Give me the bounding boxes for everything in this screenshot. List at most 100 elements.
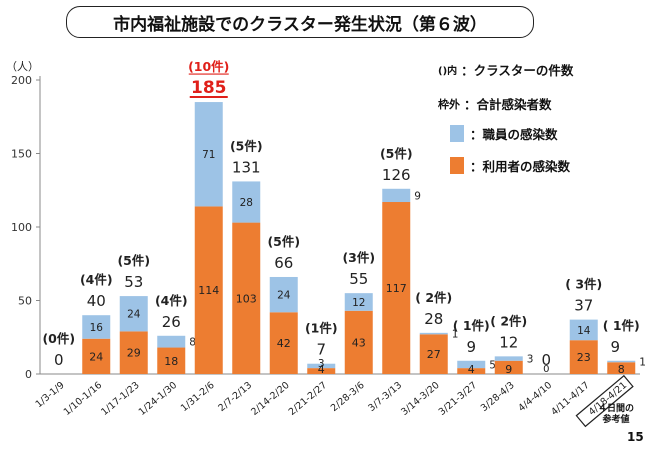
legend-staff-swatch xyxy=(450,125,464,142)
data-label-user: 42 xyxy=(277,337,291,350)
y-tick-label: 150 xyxy=(11,148,32,161)
data-label-user: 4 xyxy=(468,363,475,376)
data-label-staff: 3 xyxy=(318,358,325,370)
bar-segment-user xyxy=(82,338,111,374)
bar-segment-user xyxy=(194,206,223,374)
data-label-user: 0 xyxy=(543,364,549,375)
bar-segment-staff xyxy=(569,319,598,341)
data-label-user: 29 xyxy=(127,347,141,360)
data-label-staff: 3 xyxy=(527,354,534,366)
bar-segment-staff xyxy=(457,360,486,369)
data-label-staff: 1 xyxy=(452,329,459,341)
bar-segment-user xyxy=(344,310,373,374)
bar-segment-staff xyxy=(382,188,411,203)
data-label-user: 117 xyxy=(386,282,407,295)
total-label: 37 xyxy=(574,297,593,315)
x-tick-label: 1/24-1/30 xyxy=(137,380,179,418)
cluster-count-label: (5件) xyxy=(230,138,263,153)
note-line-1: ４日間の xyxy=(598,404,635,414)
page-number: 15 xyxy=(627,430,644,444)
cluster-count-label: (5件) xyxy=(117,253,150,268)
bar-segment-user xyxy=(382,202,411,374)
partial-week-note: ４日間の 参考値 xyxy=(598,404,634,426)
total-label: 55 xyxy=(349,270,368,288)
data-label-user: 4 xyxy=(318,363,325,376)
y-tick-label: 100 xyxy=(11,221,32,234)
legend-user-swatch xyxy=(450,157,464,174)
bar-segment-user xyxy=(269,312,298,374)
cluster-count-label: ( 2件) xyxy=(490,313,527,328)
bar-segment-user xyxy=(119,331,148,374)
x-tick-label: 3/28-4/3 xyxy=(479,380,517,414)
bar-segment-staff xyxy=(232,181,261,223)
x-tick-label: 4/11-4/17 xyxy=(549,380,591,418)
legend-cluster-key: ()内 xyxy=(438,66,458,77)
bar-segment-staff xyxy=(307,363,336,369)
total-label: 26 xyxy=(162,313,181,331)
cluster-count-label: (1件) xyxy=(305,321,338,336)
data-label-staff: 24 xyxy=(277,290,291,302)
cluster-count-label: ( 1件) xyxy=(453,318,490,333)
x-tick-label: 1/3-1/9 xyxy=(34,380,67,410)
x-tick-label: 2/28-3/6 xyxy=(329,380,367,414)
bar-segment-staff xyxy=(494,356,523,361)
legend-staff-text: ：職員の感染数 xyxy=(470,127,558,142)
y-tick-label: 200 xyxy=(11,74,32,87)
chart-title: 市内福祉施設でのクラスター発生状況（第６波） xyxy=(66,6,534,38)
x-tick-label: 1/17-1/23 xyxy=(99,380,141,418)
cluster-count-label: (5件) xyxy=(267,234,300,249)
legend-total-text: ：合計感染者数 xyxy=(464,97,552,112)
bar-segment-staff xyxy=(269,276,298,313)
x-tick-label: 1/31-2/6 xyxy=(179,380,217,414)
cluster-count-label: (4件) xyxy=(80,272,113,287)
cluster-count-label: ( 1件) xyxy=(603,318,640,333)
bar-segment-user xyxy=(457,368,486,374)
data-label-user: 43 xyxy=(352,336,366,349)
cluster-count-label: (10件) xyxy=(188,59,229,74)
y-tick-label: 0 xyxy=(25,368,32,381)
total-label: 66 xyxy=(274,254,293,272)
total-label: 9 xyxy=(466,338,476,356)
total-label: 28 xyxy=(424,310,443,328)
total-label: 126 xyxy=(382,166,411,184)
bar-segment-user xyxy=(307,368,336,374)
data-label-staff: 5 xyxy=(489,359,496,371)
bar-segment-staff xyxy=(419,332,448,335)
bar-segment-user xyxy=(494,360,523,374)
data-label-user: 27 xyxy=(427,348,441,361)
x-tick-label: 3/21-3/27 xyxy=(437,380,479,418)
x-tick-label: 2/14-2/20 xyxy=(249,380,291,418)
data-label-user: 23 xyxy=(577,351,591,364)
data-label-user: 103 xyxy=(236,292,257,305)
bar-segment-user xyxy=(157,347,186,374)
total-label: 0 xyxy=(54,351,64,369)
x-tick-label-frame xyxy=(575,374,634,428)
total-label: 7 xyxy=(316,341,326,359)
bar-segment-user xyxy=(607,362,636,374)
cluster-count-label: (4件) xyxy=(155,293,188,308)
total-label: 185 xyxy=(191,78,227,98)
legend-total: 枠外 ：合計感染者数 xyxy=(438,94,552,113)
total-label: 0 xyxy=(541,351,551,369)
data-label-user: 8 xyxy=(618,363,625,376)
cluster-count-label: (0件) xyxy=(42,331,75,346)
legend-cluster-count: ()内 ：クラスターの件数 xyxy=(438,60,573,79)
data-label-staff: 14 xyxy=(577,325,591,337)
bar-segment-staff xyxy=(119,296,148,332)
bar-segment-user xyxy=(419,334,448,374)
data-label-staff: 12 xyxy=(352,297,365,309)
total-label: 53 xyxy=(124,273,143,291)
data-label-user: 114 xyxy=(198,284,219,297)
bar-segment-staff xyxy=(82,315,111,339)
data-label-staff: 8 xyxy=(189,337,196,349)
data-label-staff: 16 xyxy=(90,322,104,334)
legend-total-key: 枠外 xyxy=(438,97,460,111)
y-tick-label: 50 xyxy=(18,295,32,308)
data-label-staff: 1 xyxy=(639,357,646,369)
note-line-2: 参考値 xyxy=(602,415,630,425)
bar-segment-staff xyxy=(607,360,636,363)
legend-cluster-text: ：クラスターの件数 xyxy=(461,63,574,78)
bar-segment-user xyxy=(569,340,598,374)
data-label-staff: 24 xyxy=(127,309,141,321)
